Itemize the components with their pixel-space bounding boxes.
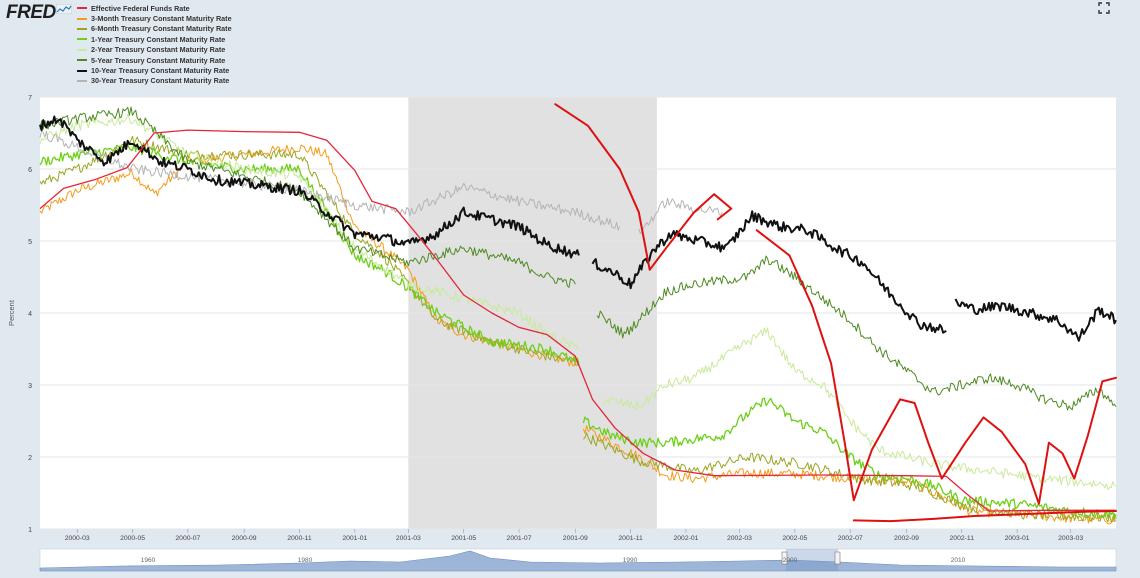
- legend-swatch: [77, 79, 87, 82]
- hand-annotations: [554, 103, 1117, 523]
- chart-legend: Effective Federal Funds Rate 3-Month Trea…: [77, 3, 232, 86]
- annotation-stroke: [852, 510, 1117, 523]
- series-line: [954, 298, 1117, 342]
- navigator-area: [39, 550, 1117, 572]
- legend-item[interactable]: 3-Month Treasury Constant Maturity Rate: [77, 13, 232, 23]
- navigator-label: 1980: [298, 557, 313, 564]
- y-tick-label: 1: [28, 527, 32, 534]
- series-line: [39, 115, 580, 259]
- legend-swatch: [77, 69, 87, 72]
- x-tick-label: 2000-05: [120, 535, 145, 542]
- legend-item[interactable]: 5-Year Treasury Constant Maturity Rate: [77, 55, 232, 65]
- legend-item[interactable]: 2-Year Treasury Constant Maturity Rate: [77, 45, 232, 55]
- legend-swatch: [77, 59, 87, 62]
- legend-swatch: [77, 27, 87, 30]
- navigator-selection[interactable]: [786, 549, 838, 571]
- x-tick-label: 2002-05: [782, 535, 807, 542]
- navigator-labels: 1960 1980 1990 2000 2010: [141, 557, 966, 564]
- series-line: [591, 210, 947, 334]
- x-tick-label: 2001-05: [451, 535, 476, 542]
- line-chart-icon: [56, 4, 72, 14]
- series-lines: [39, 106, 1117, 525]
- y-tick-label: 7: [28, 95, 32, 102]
- x-tick-label: 2002-09: [894, 535, 919, 542]
- navigator-label: 2000: [783, 557, 798, 564]
- series-line: [582, 397, 1117, 520]
- y-tick-label: 2: [28, 455, 32, 462]
- legend-item[interactable]: 30-Year Treasury Constant Maturity Rate: [77, 76, 232, 86]
- y-tick-label: 3: [28, 383, 32, 390]
- x-tick-label: 2001-07: [507, 535, 532, 542]
- x-tick-label: 2000-07: [175, 535, 200, 542]
- annotation-stroke: [554, 103, 733, 271]
- x-tick-label: 2002-11: [950, 535, 975, 542]
- legend-label: 3-Month Treasury Constant Maturity Rate: [91, 14, 232, 24]
- x-tick-label: 2002-03: [727, 535, 752, 542]
- legend-item[interactable]: Effective Federal Funds Rate: [77, 3, 232, 13]
- x-tick-label: 2001-03: [396, 535, 421, 542]
- x-tick-label: 2002-01: [673, 535, 698, 542]
- x-tick-label: 2001-01: [342, 535, 367, 542]
- annotation-stroke: [755, 229, 1117, 505]
- legend-label: 6-Month Treasury Constant Maturity Rate: [91, 24, 232, 34]
- y-tick-label: 5: [28, 239, 32, 246]
- x-tick-label: 2002-07: [838, 535, 863, 542]
- x-tick-label: 2000-09: [232, 535, 257, 542]
- x-axis: 2000-03 2000-05 2000-07 2000-09 2000-11 2001-…: [65, 529, 1083, 542]
- legend-label: 10-Year Treasury Constant Maturity Rate: [91, 66, 230, 76]
- legend-item[interactable]: 1-Year Treasury Constant Maturity Rate: [77, 34, 232, 44]
- legend-swatch: [77, 7, 87, 10]
- navigator-label: 1990: [623, 557, 638, 564]
- navigator-label: 1960: [141, 557, 156, 564]
- x-tick-label: 2001-09: [563, 535, 588, 542]
- navigator-label: 2010: [951, 557, 966, 564]
- x-tick-label: 2000-11: [287, 535, 312, 542]
- grid-lines: [40, 96, 1116, 530]
- x-tick-label: 2001-11: [618, 535, 643, 542]
- y-axis: 1 2 3 4 5 6 7: [28, 95, 32, 534]
- expand-icon[interactable]: [1098, 2, 1110, 14]
- legend-label: 30-Year Treasury Constant Maturity Rate: [91, 76, 230, 86]
- legend-item[interactable]: 6-Month Treasury Constant Maturity Rate: [77, 24, 232, 34]
- legend-label: 1-Year Treasury Constant Maturity Rate: [91, 34, 226, 44]
- series-line: [39, 129, 1116, 512]
- x-tick-label: 2003-01: [1005, 535, 1030, 542]
- series-line: [638, 197, 723, 235]
- legend-label: 2-Year Treasury Constant Maturity Rate: [91, 45, 226, 55]
- y-axis-label: Percent: [7, 299, 16, 326]
- y-tick-label: 6: [28, 167, 32, 174]
- legend-swatch: [77, 38, 87, 41]
- x-tick-label: 2003-03: [1058, 535, 1083, 542]
- x-tick-label: 2000-03: [65, 535, 90, 542]
- legend-item[interactable]: 10-Year Treasury Constant Maturity Rate: [77, 65, 232, 75]
- series-line: [39, 130, 621, 231]
- navigator-handle-right[interactable]: [834, 551, 841, 565]
- navigator-handle-left[interactable]: [781, 551, 788, 565]
- series-line: [39, 142, 580, 364]
- legend-label: Effective Federal Funds Rate: [91, 3, 190, 13]
- legend-label: 5-Year Treasury Constant Maturity Rate: [91, 55, 226, 65]
- y-tick-label: 4: [28, 311, 32, 318]
- fred-logo: FRED: [6, 2, 56, 23]
- series-line: [596, 255, 1117, 411]
- legend-swatch: [77, 17, 87, 20]
- legend-swatch: [77, 48, 87, 51]
